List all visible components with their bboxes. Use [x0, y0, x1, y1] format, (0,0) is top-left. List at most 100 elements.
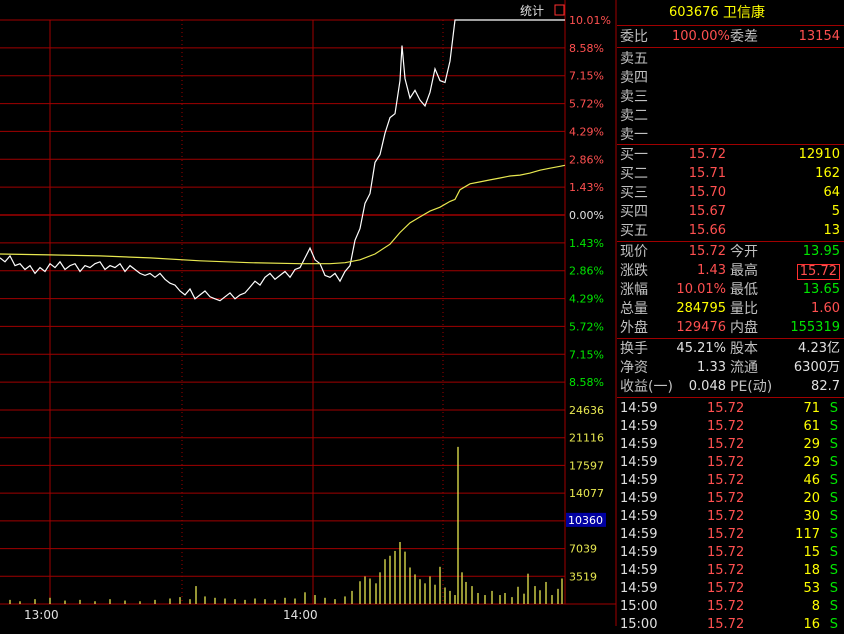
tick-volume: 29 [803, 455, 820, 470]
stock-name: 卫信康 [723, 5, 765, 21]
fundamental-label: 换手 [620, 341, 648, 357]
tick-side: S [829, 563, 838, 578]
tick-time: 14:59 [620, 563, 658, 578]
ask-row: 卖四 [617, 69, 844, 87]
average-price-line [0, 164, 566, 265]
fundamental-value: 0.048 [688, 379, 726, 394]
fundamental-value: 45.21% [676, 341, 726, 356]
volume-axis-label: 24636 [569, 404, 604, 417]
tick-price: 15.72 [707, 419, 745, 434]
quote-label: 现价 [620, 244, 648, 260]
tick-price: 15.72 [707, 455, 745, 470]
bid-volume: 64 [823, 185, 840, 200]
red-box-icon[interactable] [554, 4, 565, 16]
fundamental-value: 1.33 [697, 360, 726, 375]
tick-price: 15.72 [707, 473, 745, 488]
quote-row: 涨跌 1.43 最高 15.72 [617, 262, 844, 280]
tick-price: 15.72 [707, 563, 745, 578]
price-axis-label: 1.43% [569, 181, 604, 194]
ask-row: 卖三 [617, 88, 844, 106]
tick-time: 14:59 [620, 509, 658, 524]
quote-label: 涨跌 [620, 263, 648, 279]
bid-volume: 5 [831, 204, 840, 219]
quote-label: 总量 [620, 301, 648, 317]
tick-volume: 30 [803, 509, 820, 524]
bid-row: 买一 15.72 12910 [617, 146, 844, 164]
tick-side: S [829, 599, 838, 614]
tick-price: 15.72 [707, 437, 745, 452]
tick-time: 14:59 [620, 491, 658, 506]
tick-row: 14:59 15.72 20 S [617, 490, 844, 508]
tick-row: 14:59 15.72 18 S [617, 562, 844, 580]
tick-price: 15.72 [707, 401, 745, 416]
time-axis-label: 13:00 [24, 608, 59, 622]
bid-row: 买二 15.71 162 [617, 165, 844, 183]
fundamental-label: 净资 [620, 360, 648, 376]
tick-time: 14:59 [620, 401, 658, 416]
tick-volume: 46 [803, 473, 820, 488]
tick-volume: 61 [803, 419, 820, 434]
tick-side: S [829, 617, 838, 632]
fundamental-label: 流通 [730, 360, 758, 376]
weicha-value: 13154 [798, 29, 840, 44]
quote-row: 现价 15.72 今开 13.95 [617, 243, 844, 261]
quote-label: 今开 [730, 244, 758, 260]
quote-label: 量比 [730, 301, 758, 317]
ask-row: 卖一 [617, 126, 844, 144]
bid-volume: 12910 [798, 147, 840, 162]
tick-side: S [829, 527, 838, 542]
weibi-value: 100.00% [672, 29, 730, 44]
weibi-row: 委比 100.00% 委差 13154 [617, 28, 844, 46]
volume-axis-label: 3519 [569, 570, 597, 583]
tick-row: 14:59 15.72 46 S [617, 472, 844, 490]
tick-time: 14:59 [620, 437, 658, 452]
bid-label: 买二 [620, 166, 648, 182]
time-axis-label: 14:00 [283, 608, 318, 622]
tick-price: 15.72 [707, 527, 745, 542]
bid-volume: 13 [823, 223, 840, 238]
bid-label: 买五 [620, 223, 648, 239]
tick-time: 15:00 [620, 617, 658, 632]
quote-value: 155319 [790, 320, 840, 335]
chart-stat-label: 统计 [520, 4, 544, 18]
price-axis-label: 7.15% [569, 70, 604, 83]
bid-label: 买一 [620, 147, 648, 163]
tick-time: 14:59 [620, 455, 658, 470]
price-axis-label: 10.01% [569, 14, 611, 27]
tick-price: 15.72 [707, 491, 745, 506]
weicha-label: 委差 [730, 29, 758, 45]
tick-side: S [829, 581, 838, 596]
tick-side: S [829, 491, 838, 506]
tick-side: S [829, 509, 838, 524]
tick-volume: 53 [803, 581, 820, 596]
tick-row: 14:59 15.72 61 S [617, 418, 844, 436]
quote-panel: 603676 卫信康 委比 100.00% 委差 13154 卖五 卖四 卖三 卖二卖… [617, 0, 844, 632]
price-axis-label: 2.86% [569, 265, 604, 278]
volume-axis-label: 17597 [569, 459, 604, 472]
price-axis-label: 7.15% [569, 348, 604, 361]
fundamental-row: 换手 45.21% 股本 4.23亿 [617, 340, 844, 358]
ask-label: 卖五 [620, 51, 648, 67]
quote-value: 1.43 [697, 263, 726, 278]
quote-label: 外盘 [620, 320, 648, 336]
tick-volume: 16 [803, 617, 820, 632]
bid-row: 买三 15.70 64 [617, 184, 844, 202]
bid-price: 15.71 [688, 166, 726, 181]
quote-value: 15.72 [796, 264, 840, 280]
intraday-chart[interactable]: 10.01% 8.58% 7.15% 5.72% 4.29% 2.86% 1.43% 0.00… [0, 0, 617, 626]
quote-value: 13.65 [802, 282, 840, 297]
tick-row: 14:59 15.72 53 S [617, 580, 844, 598]
fundamental-row: 收益(一) 0.048 PE(动) 82.7 [617, 378, 844, 396]
price-axis-label: 5.72% [569, 98, 604, 111]
price-axis-label: 8.58% [569, 376, 604, 389]
bid-row: 买五 15.66 13 [617, 222, 844, 240]
bid-price: 15.72 [688, 147, 726, 162]
price-axis-label: 1.43% [569, 237, 604, 250]
tick-price: 15.72 [707, 581, 745, 596]
bid-label: 买四 [620, 204, 648, 220]
tick-row: 14:59 15.72 29 S [617, 436, 844, 454]
quote-value: 1.60 [811, 301, 840, 316]
volume-axis-label: 10360 [568, 514, 603, 527]
price-axis-label: 4.29% [569, 125, 604, 138]
ask-label: 卖三 [620, 89, 648, 105]
